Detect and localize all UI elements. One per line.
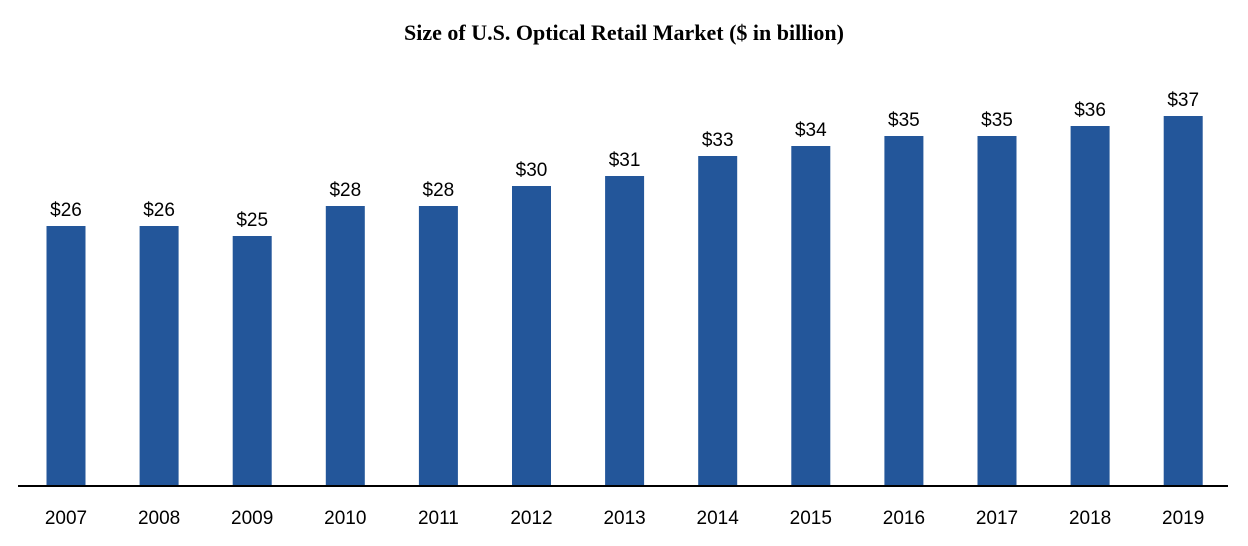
data-labels-group: $26 $26 $25 $28 $28 $30 $31 $33 $34 $35 $35 $36 $37 <box>50 90 1199 231</box>
bar-2009 <box>232 236 272 486</box>
x-tick-label-2010: 2010 <box>324 508 366 529</box>
x-tick-label-2011: 2011 <box>418 508 459 529</box>
data-label-2016: $35 <box>888 110 920 131</box>
data-label-2018: $36 <box>1074 100 1106 121</box>
bar-2018 <box>1070 126 1110 486</box>
x-tick-label-2017: 2017 <box>976 508 1018 529</box>
data-label-2007: $26 <box>50 200 82 221</box>
x-tick-label-2013: 2013 <box>603 508 645 529</box>
x-tick-label-2019: 2019 <box>1162 508 1204 529</box>
data-label-2009: $25 <box>236 210 268 231</box>
bar-2015 <box>791 146 831 486</box>
x-tick-label-2015: 2015 <box>790 508 832 529</box>
bar-2011 <box>418 206 458 486</box>
x-tick-labels-group: 2007 2008 2009 2010 2011 2012 2013 2014 2015 2016… <box>45 508 1204 529</box>
bar-2010 <box>325 206 365 486</box>
data-label-2017: $35 <box>981 110 1013 131</box>
data-label-2010: $28 <box>329 180 361 201</box>
bar-2014 <box>698 156 738 486</box>
bar-2017 <box>977 136 1017 486</box>
data-label-2013: $31 <box>609 150 641 171</box>
bar-2016 <box>884 136 924 486</box>
data-label-2008: $26 <box>143 200 175 221</box>
data-label-2014: $33 <box>702 130 734 151</box>
x-tick-label-2014: 2014 <box>697 508 740 529</box>
data-label-2015: $34 <box>795 120 827 141</box>
x-tick-label-2007: 2007 <box>45 508 87 529</box>
bar-2012 <box>512 186 551 486</box>
bar-2013 <box>605 176 645 486</box>
data-label-2011: $28 <box>423 180 455 201</box>
x-tick-label-2012: 2012 <box>510 508 552 529</box>
bar-2007 <box>46 226 86 486</box>
x-tick-label-2016: 2016 <box>883 508 925 529</box>
x-tick-label-2008: 2008 <box>138 508 180 529</box>
data-label-2012: $30 <box>516 160 548 181</box>
bars-group <box>46 116 1203 486</box>
chart-title: Size of U.S. Optical Retail Market ($ in… <box>404 20 844 45</box>
bar-2008 <box>139 226 179 486</box>
bar-2019 <box>1163 116 1203 486</box>
x-tick-label-2009: 2009 <box>231 508 273 529</box>
x-tick-label-2018: 2018 <box>1069 508 1111 529</box>
data-label-2019: $37 <box>1167 90 1199 111</box>
